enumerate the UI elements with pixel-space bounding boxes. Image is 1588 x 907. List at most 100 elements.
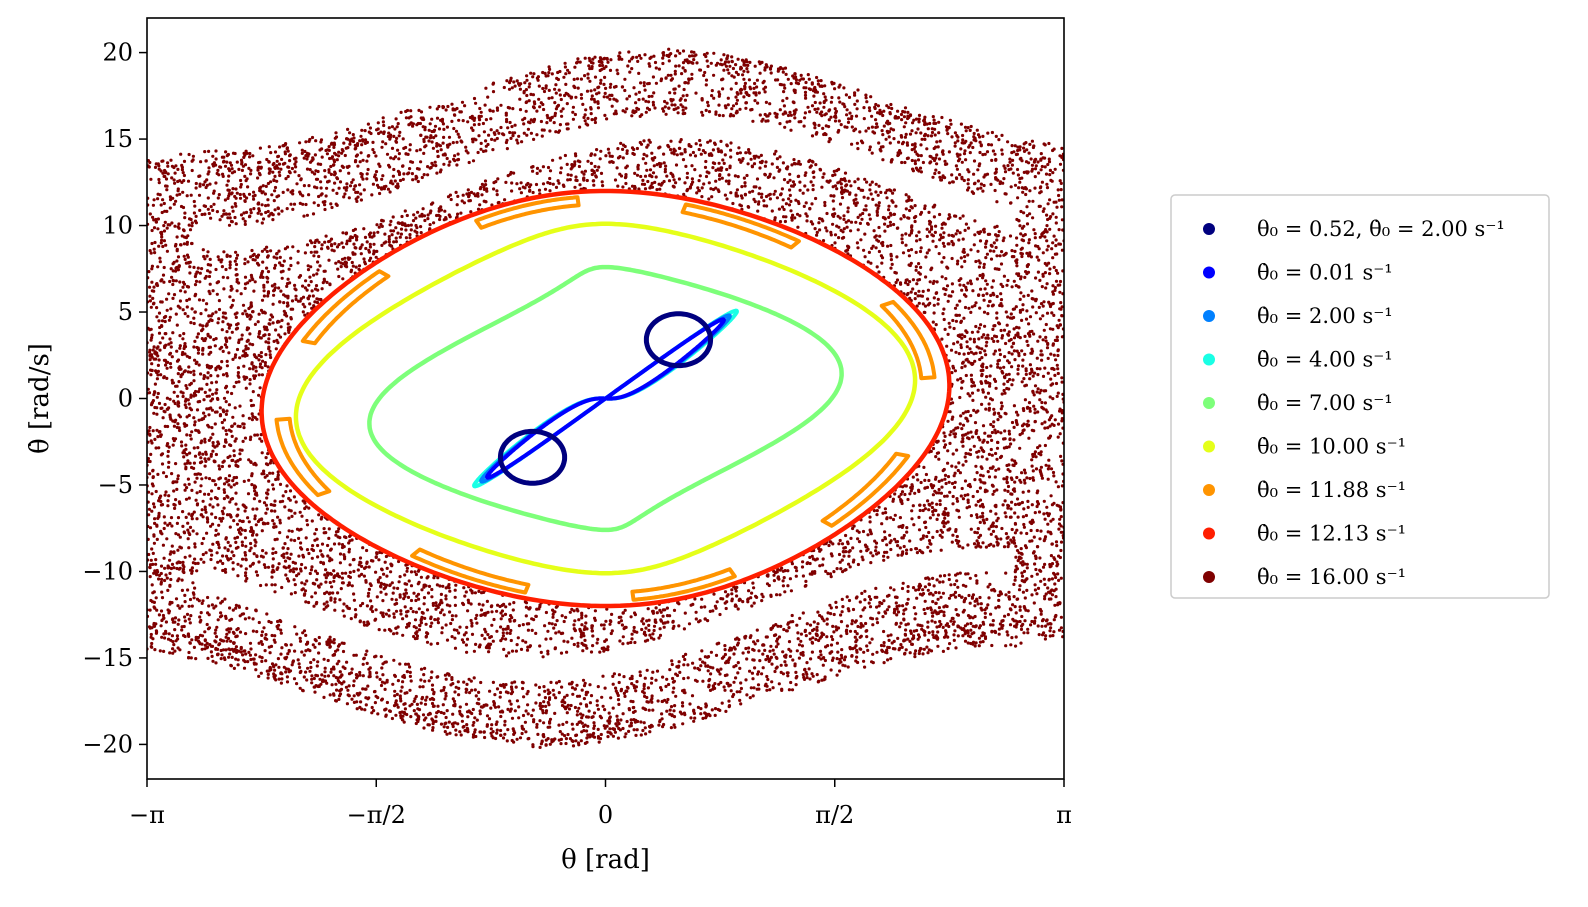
chaos-point (906, 216, 910, 220)
chaos-point (957, 544, 961, 548)
chaos-point (673, 69, 677, 73)
chaos-point (1012, 582, 1016, 587)
chaos-point (222, 209, 226, 213)
chaos-point (956, 585, 960, 589)
chaos-point (440, 608, 444, 612)
chaos-point (170, 355, 174, 359)
chaos-point (1022, 569, 1027, 574)
chaos-point (235, 256, 239, 260)
chaos-point (394, 240, 398, 244)
chaos-point (217, 299, 221, 303)
chaos-point (960, 386, 964, 390)
chaos-point (205, 622, 209, 627)
chaos-point (220, 328, 224, 332)
chaos-point (542, 107, 546, 112)
chaos-point (527, 85, 531, 89)
chaos-point (329, 598, 333, 602)
chaos-point (535, 722, 539, 727)
chaos-point (233, 536, 237, 540)
chaos-point (1023, 471, 1027, 475)
chaos-point (393, 179, 397, 183)
chaos-point (271, 568, 275, 572)
chaos-point (242, 364, 246, 368)
chaos-point (506, 707, 510, 712)
chaos-point (685, 93, 689, 97)
chaos-point (829, 194, 833, 198)
chaos-point (1005, 283, 1009, 287)
chaos-point (204, 476, 208, 480)
chaos-point (560, 614, 564, 618)
chaos-point (882, 661, 886, 665)
chaos-point (340, 543, 345, 547)
chaos-point (260, 203, 264, 207)
chaos-point (926, 620, 930, 624)
chaos-point (166, 449, 170, 454)
chaos-point (770, 209, 774, 213)
chaos-point (814, 196, 818, 201)
chaos-point (374, 154, 378, 158)
chaos-point (747, 646, 751, 650)
chaos-point (1043, 261, 1047, 266)
chaos-point (221, 315, 225, 319)
chaos-point (870, 151, 874, 155)
chaos-point (243, 309, 247, 313)
chaos-point (531, 190, 535, 195)
chaos-point (865, 100, 869, 104)
chaos-point (293, 511, 297, 515)
chaos-point (1056, 353, 1060, 358)
chaos-point (1037, 171, 1041, 175)
chaos-point (187, 152, 191, 157)
chaos-point (260, 529, 264, 533)
chaos-point (479, 114, 483, 118)
chaos-point (1038, 537, 1042, 541)
chaos-point (180, 628, 184, 632)
chaos-point (281, 264, 285, 268)
chaos-point (946, 132, 950, 136)
chaos-point (239, 185, 243, 189)
chaos-point (495, 106, 499, 110)
chaos-point (1058, 242, 1062, 246)
chaos-point (430, 140, 434, 144)
chaos-point (1038, 191, 1042, 195)
chaos-point (711, 166, 715, 170)
chaos-point (968, 601, 972, 605)
chaos-point (505, 79, 509, 83)
chaos-point (260, 249, 264, 253)
chaos-point (224, 429, 228, 433)
chaos-point (163, 493, 167, 497)
chaos-point (419, 160, 423, 164)
chaos-point (935, 140, 939, 144)
chaos-point (1038, 444, 1042, 448)
chaos-point (243, 617, 247, 621)
chaos-point (1016, 372, 1020, 376)
chaos-point (650, 157, 654, 161)
chaos-point (216, 503, 220, 507)
chaos-point (563, 93, 567, 98)
chaos-point (580, 623, 584, 627)
chaos-point (346, 127, 350, 131)
chaos-point (797, 174, 801, 178)
chaos-point (157, 499, 161, 503)
chaos-point (872, 509, 877, 513)
chaos-point (366, 684, 370, 688)
chaos-point (564, 737, 569, 741)
chaos-point (1030, 139, 1034, 143)
chaos-point (609, 82, 613, 86)
chaos-point (697, 147, 701, 152)
chaos-point (987, 402, 991, 406)
chaos-point (1013, 502, 1018, 507)
chaos-point (727, 173, 731, 177)
chaos-point (829, 100, 834, 104)
chaos-point (1054, 480, 1058, 484)
chaos-point (942, 467, 946, 472)
chaos-point (847, 179, 851, 183)
chaos-point (1022, 422, 1026, 426)
chaos-point (257, 620, 261, 625)
chaos-point (875, 617, 879, 621)
chaos-point (1010, 458, 1014, 462)
chaos-point (761, 652, 765, 656)
chaos-point (265, 474, 269, 478)
chaos-point (1012, 327, 1016, 331)
chaos-point (261, 260, 265, 264)
chaos-point (202, 398, 206, 402)
